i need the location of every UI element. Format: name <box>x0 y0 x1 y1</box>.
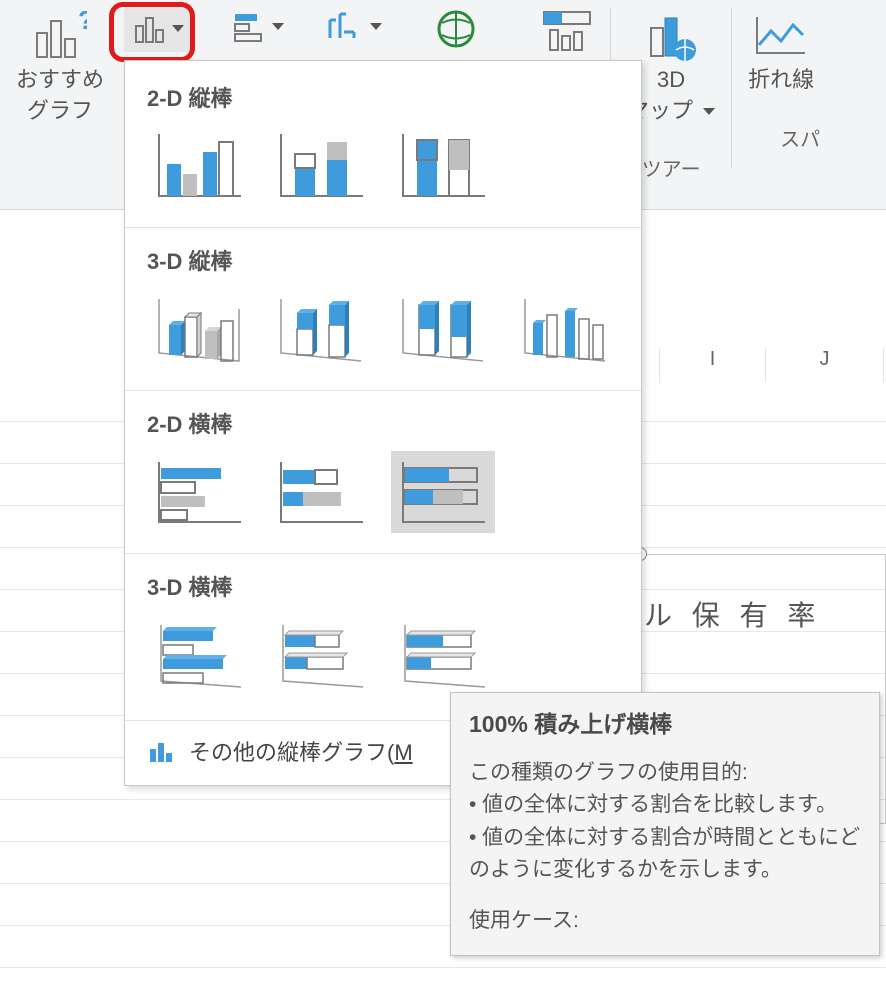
stock-chart-dropdown-button[interactable] <box>320 4 388 48</box>
chart-100-stacked-bar-3d[interactable] <box>391 614 495 696</box>
chart-clustered-bar-2d[interactable] <box>147 451 251 533</box>
column-chart-dropdown-button[interactable] <box>124 4 192 52</box>
pivot-chart-button[interactable] <box>536 4 600 58</box>
map-3d-sublabel: ツアー <box>642 153 701 182</box>
column-chart-icon <box>147 737 175 765</box>
tooltip-title: 100% 積み上げ横棒 <box>469 707 861 743</box>
chart-100-stacked-column-3d[interactable] <box>391 288 495 370</box>
chart-clustered-column-3d[interactable] <box>147 288 251 370</box>
line-chart-icon <box>753 8 809 64</box>
section-2d-column: 2-D 縦棒 <box>125 71 641 125</box>
chart-clustered-column-2d[interactable] <box>147 125 251 207</box>
chart-gallery-dropdown: 2-D 縦棒 3-D 縦棒 2-D 横棒 <box>124 60 642 786</box>
tooltip-bullet-1: • 値の全体に対する割合を比較します。 <box>469 789 861 822</box>
chevron-down-icon <box>370 23 382 30</box>
map-chart-button[interactable] <box>428 4 486 54</box>
chart-stacked-column-2d[interactable] <box>269 125 373 207</box>
column-chart-icon <box>132 10 168 46</box>
recommended-charts-icon: ? <box>33 8 87 64</box>
chart-stacked-bar-2d[interactable] <box>269 451 373 533</box>
section-2d-bar: 2-D 横棒 <box>125 397 641 451</box>
chart-100-stacked-bar-2d[interactable] <box>391 451 495 533</box>
map-3d-icon <box>643 8 699 64</box>
chart-stacked-bar-3d[interactable] <box>269 614 373 696</box>
section-3d-column: 3-D 縦棒 <box>125 234 641 288</box>
bar-chart-dropdown-button[interactable] <box>226 4 290 48</box>
tooltip-intro: この種類のグラフの使用目的: <box>469 757 861 790</box>
recommended-charts-button[interactable]: ? おすすめ グラフ <box>10 4 110 129</box>
section-3d-bar: 3-D 横棒 <box>125 560 641 614</box>
chevron-down-icon <box>272 23 284 30</box>
col-header-J[interactable]: J <box>766 348 884 382</box>
tooltip-usecase-label: 使用ケース: <box>469 905 861 938</box>
map-3d-label-1: 3D <box>657 66 685 95</box>
pivot-chart-icon <box>542 8 594 54</box>
bar-chart-icon <box>232 8 268 44</box>
chart-stacked-column-3d[interactable] <box>269 288 373 370</box>
col-header-I[interactable]: I <box>660 348 766 382</box>
tooltip-bullet-2: • 値の全体に対する割合が時間とともにどのように変化するかを示します。 <box>469 822 861 887</box>
recommended-label-2: グラフ <box>27 97 93 126</box>
chart-100-stacked-column-2d[interactable] <box>391 125 495 207</box>
stock-chart-icon <box>326 8 366 44</box>
globe-icon <box>434 8 480 50</box>
line-sublabel: スパ <box>780 123 820 152</box>
more-label: その他の縦棒グラフ(M <box>189 735 413 767</box>
recommended-label-1: おすすめ <box>16 66 104 95</box>
chart-column-3d[interactable] <box>513 288 617 370</box>
chart-tooltip: 100% 積み上げ横棒 この種類のグラフの使用目的: • 値の全体に対する割合を… <box>450 692 880 956</box>
chart-clustered-bar-3d[interactable] <box>147 614 251 696</box>
svg-text:?: ? <box>78 11 87 35</box>
chevron-down-icon <box>172 25 184 32</box>
line-label: 折れ線 <box>748 66 814 95</box>
chart-title-fragment: ル 保 有 率 <box>644 594 821 634</box>
line-chart-button[interactable]: 折れ線 <box>742 4 820 99</box>
